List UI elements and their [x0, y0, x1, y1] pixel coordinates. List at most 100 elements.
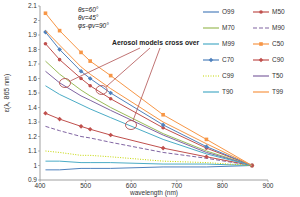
y-tick [38, 93, 40, 94]
chart: 0.911.11.21.31.41.51.61.71.81.922.140050… [0, 0, 300, 197]
x-tick-label: 500 [80, 182, 91, 189]
y-tick-label: 1.7 [28, 60, 37, 67]
y-tick [38, 122, 40, 123]
series-line [45, 13, 252, 165]
legend-swatch [203, 75, 219, 76]
y-tick-label: 1.3 [28, 118, 37, 125]
legend-label: M90 [272, 24, 285, 31]
legend: O99 M50 M70 M90 M99 C50 C70 C90 C99 T50 T90 T99 [203, 8, 285, 95]
annotation: θv=45° [78, 14, 99, 21]
legend-swatch [203, 91, 219, 92]
legend-marker [259, 58, 264, 63]
legend-label: M70 [222, 24, 235, 31]
legend-swatch [253, 75, 269, 76]
point [88, 84, 92, 88]
legend-label: M50 [272, 8, 285, 15]
legend-marker [209, 58, 214, 63]
point [161, 113, 165, 117]
annotation: Aerosol models cross over [112, 39, 200, 46]
legend-swatch [203, 27, 219, 28]
legend-label: M99 [222, 40, 235, 47]
series-line [45, 32, 252, 165]
point [44, 11, 48, 15]
annotation: φs-φv=90° [78, 22, 109, 30]
point [88, 76, 93, 81]
legend-label: C70 [222, 56, 234, 63]
point [79, 69, 84, 74]
x-tick-label: 900 [263, 182, 274, 189]
legend-label: C50 [272, 40, 284, 47]
point [205, 138, 209, 142]
legend-label: T90 [222, 88, 234, 95]
plot-area [43, 11, 254, 169]
y-tick [38, 78, 40, 79]
angle-annotation: θs=60°θv=45°φs-φv=90° [78, 6, 109, 30]
series-line [45, 31, 252, 166]
point [88, 127, 93, 132]
x-tick-label: 400 [35, 182, 46, 189]
x-tick-label: 600 [126, 182, 137, 189]
y-tick-label: 1.1 [28, 147, 37, 154]
legend-marker [259, 42, 263, 46]
point [108, 91, 113, 96]
point [79, 51, 83, 55]
y-tick [38, 49, 40, 50]
legend-swatch [253, 27, 269, 28]
point [79, 124, 84, 129]
point [109, 97, 113, 101]
annotation-arrow [133, 48, 160, 120]
y-axis-title: ε(λ, 865 nm) [3, 74, 11, 113]
x-tick-label: 800 [217, 182, 228, 189]
legend-label: C90 [272, 56, 284, 63]
point [109, 74, 113, 78]
y-tick [38, 64, 40, 65]
y-tick [38, 107, 40, 108]
point [58, 29, 62, 33]
series-line [45, 71, 252, 165]
point [57, 47, 62, 52]
legend-swatch [203, 11, 219, 12]
point [79, 77, 83, 81]
y-tick-label: 1.4 [28, 104, 37, 111]
crossover-circle [96, 86, 107, 95]
y-tick-label: 1.8 [28, 46, 37, 53]
y-tick [38, 20, 40, 21]
y-tick [38, 136, 40, 137]
point [44, 42, 48, 46]
legend-swatch [253, 91, 269, 92]
point [58, 58, 62, 62]
series-line [45, 161, 252, 165]
annotation-arrow [106, 48, 150, 87]
legend-label: T99 [272, 88, 284, 95]
y-tick-label: 1 [33, 162, 37, 169]
legend-swatch [203, 43, 219, 44]
x-axis [40, 180, 268, 181]
point [88, 59, 92, 63]
series-line [45, 166, 252, 170]
point [108, 133, 113, 138]
y-tick-label: 2.1 [28, 2, 37, 9]
y-tick-label: 1.6 [28, 75, 37, 82]
x-tick-label: 700 [171, 182, 182, 189]
point [204, 155, 209, 160]
y-tick-label: 2 [33, 17, 37, 24]
series-line [45, 86, 252, 166]
annotation-arrow [70, 48, 140, 81]
y-tick [38, 6, 40, 7]
legend-label: T50 [272, 72, 284, 79]
x-axis-title: wavelength (nm) [129, 189, 178, 197]
crossover-circle [60, 79, 71, 88]
y-tick [38, 165, 40, 166]
crossover-circle [126, 121, 137, 130]
point [161, 146, 166, 151]
legend-label: O99 [222, 8, 235, 15]
y-tick [38, 35, 40, 36]
y-tick-label: 1.2 [28, 133, 37, 140]
annotation: θs=60° [78, 6, 99, 13]
point [43, 111, 48, 116]
legend-marker [259, 10, 263, 14]
legend-label: C99 [222, 72, 234, 79]
y-tick-label: 1.5 [28, 89, 37, 96]
y-tick [38, 151, 40, 152]
series-line [45, 151, 252, 166]
